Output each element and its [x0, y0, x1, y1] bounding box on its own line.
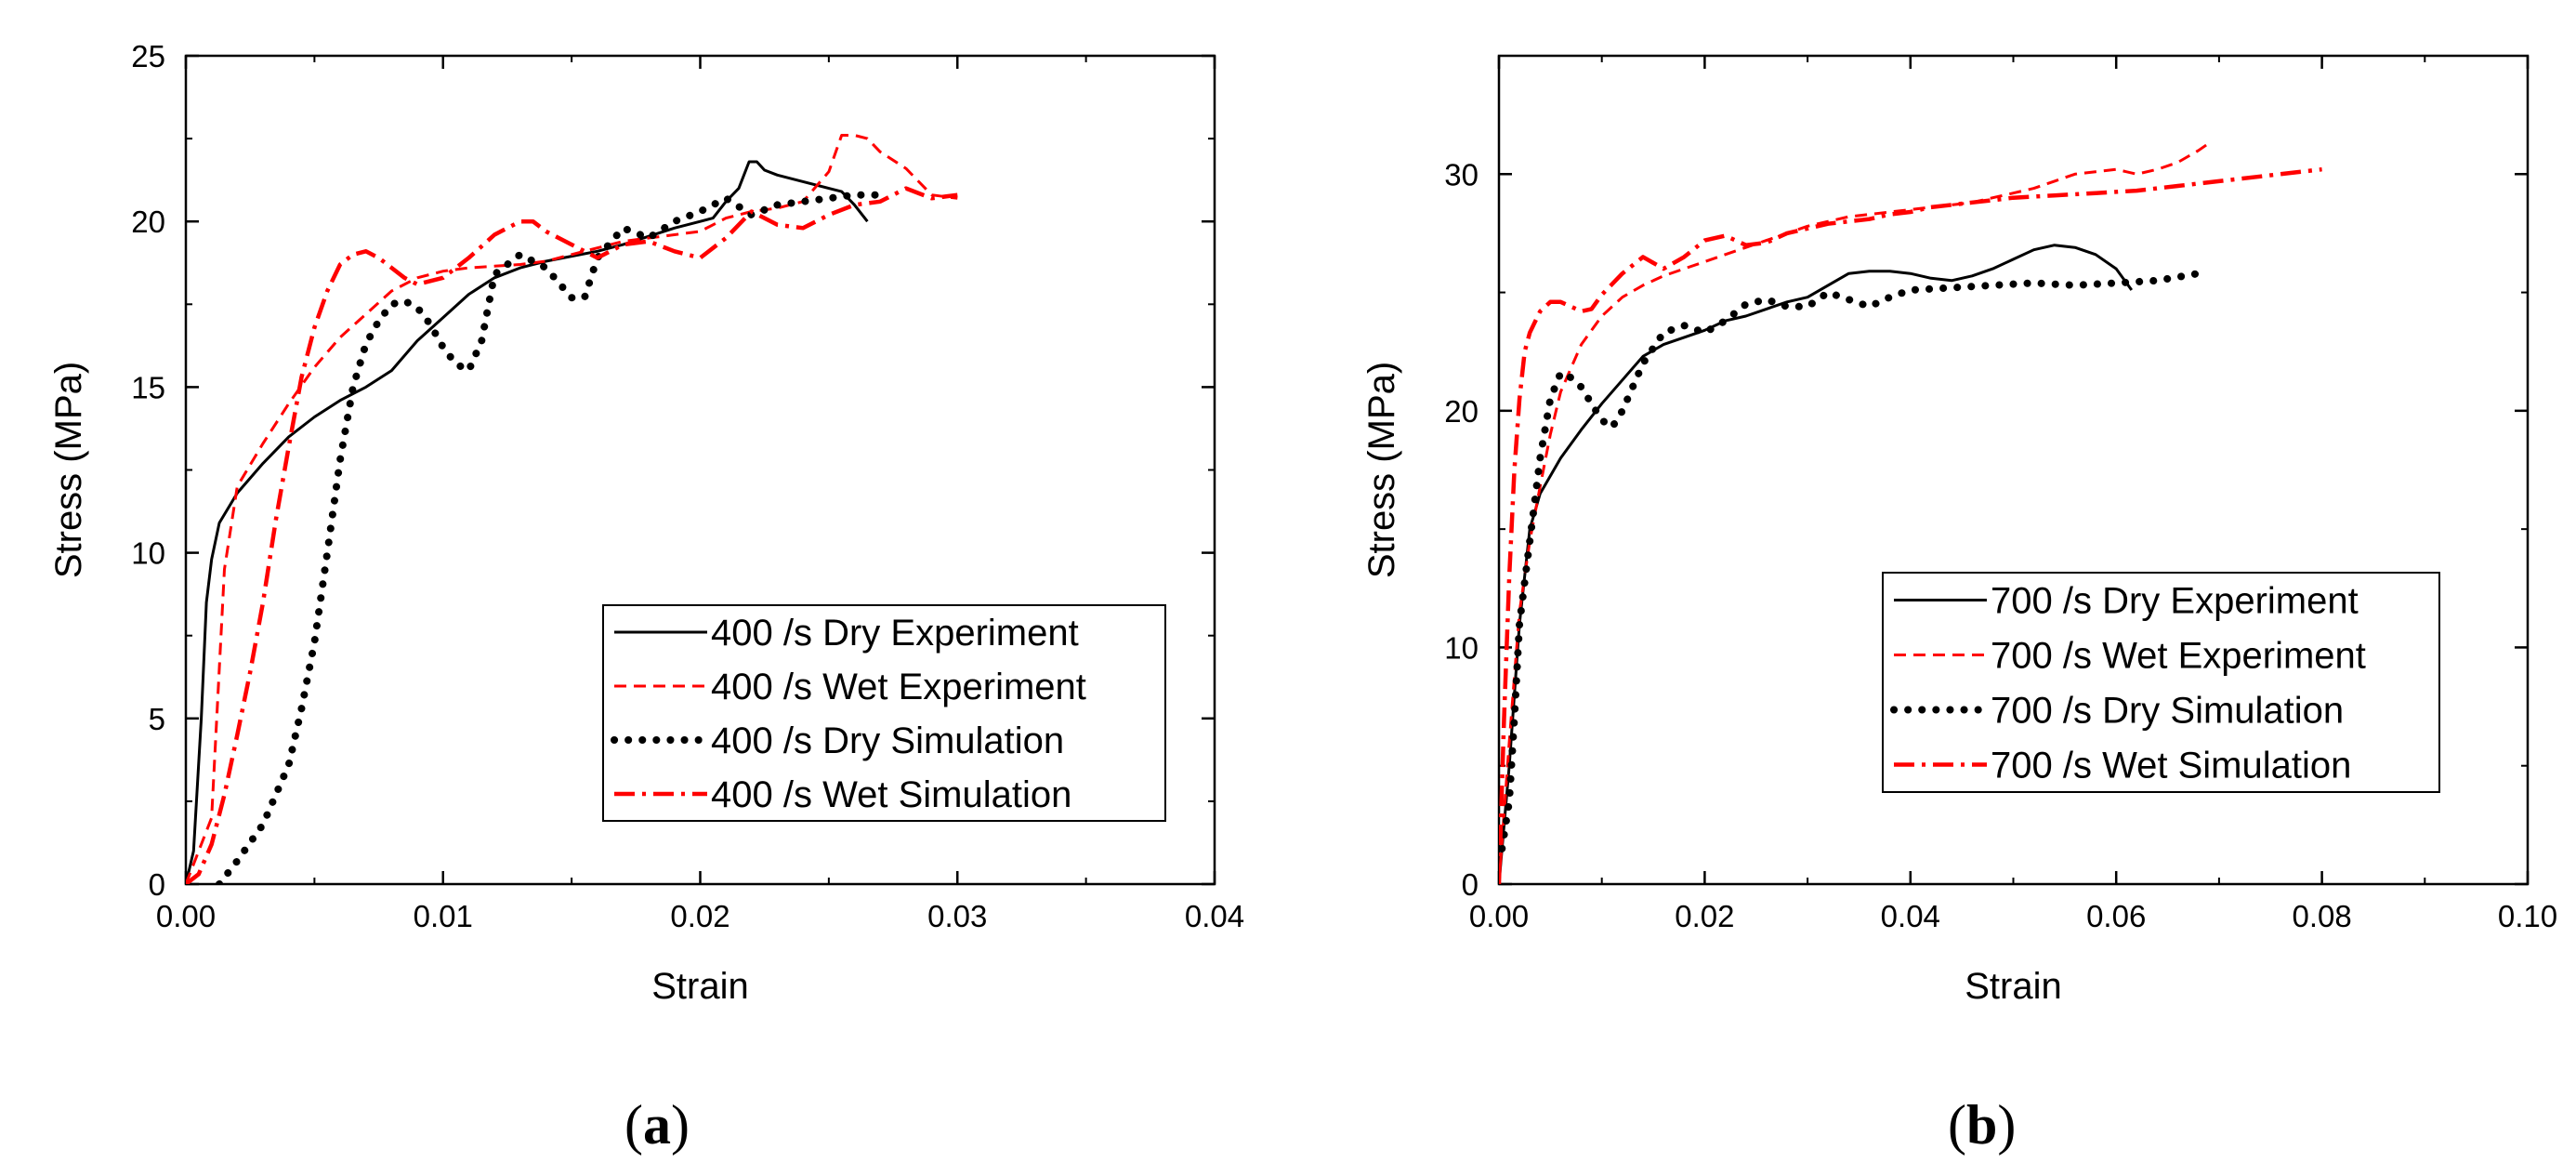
y-tick-label: 5 [149, 702, 165, 736]
y-tick-label: 25 [131, 39, 165, 73]
x-tick-label: 0.04 [1185, 899, 1244, 933]
x-tick-label: 0.02 [1675, 899, 1734, 933]
legend-label: 400 /s Wet Simulation [711, 774, 1071, 815]
x-tick-label: 0.00 [156, 899, 216, 933]
y-tick-label: 10 [131, 536, 165, 571]
x-tick-label: 0.00 [1469, 899, 1529, 933]
x-axis-title: Strain [651, 966, 749, 1007]
y-tick-label: 20 [1444, 394, 1479, 429]
series-line-dotted [216, 191, 885, 884]
legend-label: 700 /s Wet Experiment [1991, 636, 2366, 677]
series-line-solid [1499, 244, 2134, 884]
y-axis-title: Stress (MPa) [1361, 362, 1402, 578]
x-tick-label: 0.08 [2292, 899, 2351, 933]
legend-label: 700 /s Dry Simulation [1991, 691, 2344, 732]
legend-label: 700 /s Dry Experiment [1991, 581, 2359, 622]
x-tick-label: 0.01 [414, 899, 473, 933]
panel-b: 0.00 0.02 0.04 0.06 0.08 0.10 0 10 20 30 Strain Str… [1361, 54, 2557, 1156]
x-tick-label: 0.03 [927, 899, 987, 933]
legend-label: 400 /s Dry Experiment [711, 613, 1079, 654]
panel-label: (a) [624, 1094, 690, 1156]
y-tick-label: 30 [1444, 157, 1479, 192]
y-axis-title: Stress (MPa) [48, 362, 89, 578]
x-tick-label: 0.02 [670, 899, 729, 933]
panel-label: (b) [1948, 1094, 2016, 1156]
y-tick-label: 10 [1444, 630, 1479, 665]
y-tick-label: 15 [131, 370, 165, 404]
series-line-dotted [1499, 270, 2202, 852]
legend-box [602, 604, 1166, 822]
legend-box [1882, 572, 2440, 793]
legend: 700 /s Dry Experiment 700 /s Wet Experime… [1882, 572, 2440, 793]
legend-label: 400 /s Wet Experiment [711, 667, 1086, 707]
y-tick-label: 0 [1462, 867, 1479, 902]
legend: 400 /s Dry Experiment 400 /s Wet Experime… [602, 604, 1166, 822]
y-tick-label: 20 [131, 205, 165, 239]
x-tick-label: 0.06 [2086, 899, 2146, 933]
series-group [1499, 141, 2322, 884]
series-line-dashdot [186, 186, 958, 884]
x-tick-label: 0.10 [2498, 899, 2557, 933]
series-line-dashdot [1499, 166, 2322, 884]
legend-label: 400 /s Dry Simulation [711, 720, 1064, 761]
series-group [186, 134, 958, 884]
series-line-dashed [186, 134, 958, 884]
panel-a: 0.00 0.01 0.02 0.03 0.04 0 5 10 15 20 25 Strain Stre… [48, 39, 1244, 1156]
legend-label: 700 /s Wet Simulation [1991, 746, 2351, 786]
x-axis-title: Strain [1965, 966, 2062, 1007]
x-tick-label: 0.04 [1881, 899, 1940, 933]
y-tick-label: 0 [149, 867, 165, 902]
